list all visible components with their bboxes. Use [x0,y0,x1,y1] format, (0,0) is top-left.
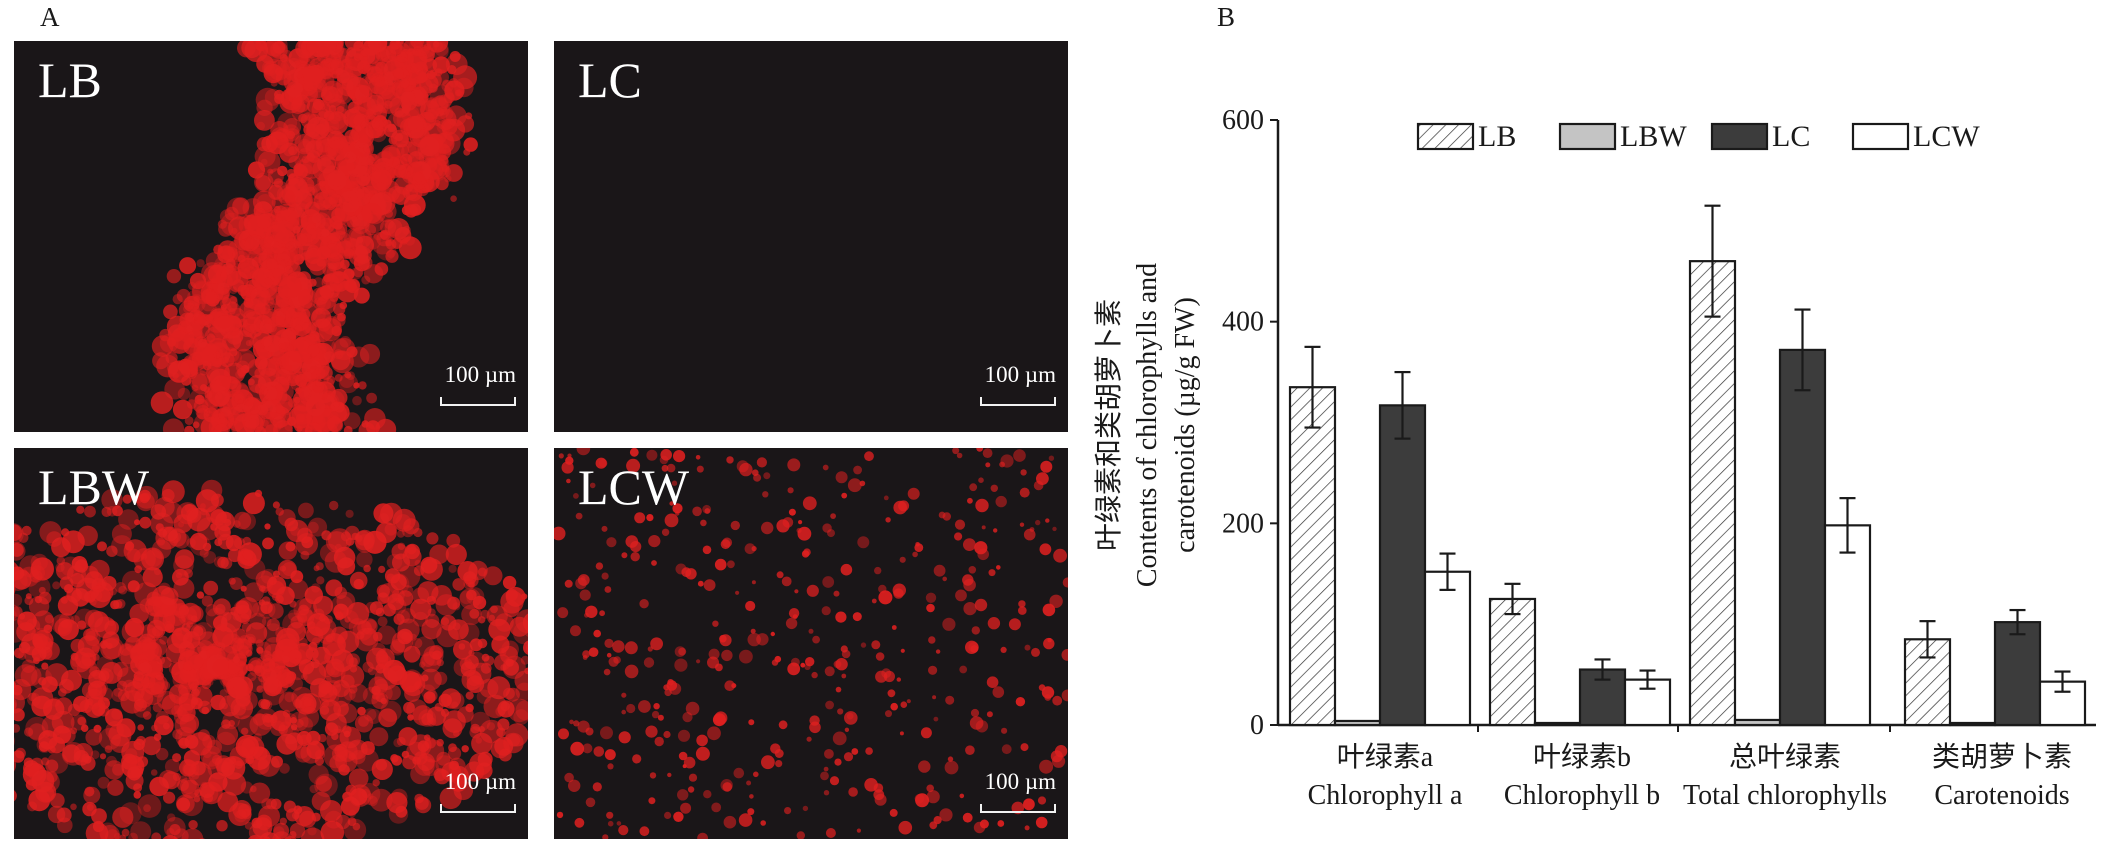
x-category-en-0: Chlorophyll a [1308,780,1463,811]
panel-a-label: A [40,2,60,32]
y-axis-title-cn: 叶绿素和类胡萝卜素 [1093,299,1125,551]
bar-lc-2 [1778,348,1827,727]
micrograph-lb-label: LB [38,52,102,108]
legend-swatch-lbw [1558,122,1617,151]
micrograph-lb-scale-text: 100 µm [444,362,516,387]
micrograph-lc-scale-text: 100 µm [984,362,1056,387]
legend-swatch-lc [1710,122,1769,151]
x-category-en-2: Total chlorophylls [1683,780,1887,811]
micrograph-lbw-scale-bar [440,802,516,813]
bar-chart: 0 200 400 600 叶绿素a Chlorophyll a 叶绿素b Chlorophy… [1093,105,2096,811]
legend-label-lc: LC [1772,120,1810,153]
x-category-cn-2: 总叶绿素 [1729,741,1841,773]
legend-swatch-lcw [1851,122,1910,151]
y-tick-label-1: 200 [1222,508,1264,539]
bar-lb-0 [1288,386,1337,727]
panel-b-label: B [1217,2,1236,32]
legend-label-lbw: LBW [1620,120,1687,153]
legend-label-lb: LB [1478,120,1516,153]
y-axis-title-en-1: Contents of chlorophylls and [1132,263,1163,587]
legend-label-lcw: LCW [1913,120,1980,153]
micrograph-lc-label: LC [578,52,642,108]
micrograph-lbw: LBW 100 µm [14,448,528,839]
micrograph-lb: LB 100 µm [14,41,528,432]
micrograph-lbw-scale-text: 100 µm [444,769,516,794]
x-category-en-3: Carotenoids [1934,780,2069,811]
bar-lbw-3 [1948,721,1997,727]
x-category-cn-0: 叶绿素a [1337,741,1434,773]
y-axis-title-en-2: carotenoids (µg/g FW) [1170,297,1201,553]
bar-lcw-0 [1423,570,1472,727]
y-tick-label-2: 400 [1222,307,1264,338]
bar-lcw-2 [1823,524,1872,727]
micrograph-lcw-label: LCW [578,459,690,515]
bar-lbw-1 [1533,721,1582,727]
y-tick-label-3: 600 [1222,105,1264,136]
micrograph-lcw-image [554,448,1068,839]
micrograph-lcw-scale-bar [980,802,1056,813]
bar-lbw-2 [1733,718,1782,727]
micrograph-lc-scale-bar [980,395,1056,406]
legend-swatch-lb [1416,122,1475,151]
x-category-cn-3: 类胡萝卜素 [1932,741,2072,773]
x-category-cn-1: 叶绿素b [1533,741,1631,773]
micrograph-lc: LC 100 µm [554,41,1068,432]
y-tick-label-0: 0 [1250,710,1264,741]
micrograph-lbw-label: LBW [38,459,150,515]
bar-lb-1 [1488,597,1537,727]
bar-lc-0 [1378,404,1427,727]
micrograph-lcw-scale-text: 100 µm [984,769,1056,794]
bar-lbw-0 [1333,719,1382,727]
micrograph-lb-scale-bar [440,395,516,406]
micrograph-lcw: LCW 100 µm [554,448,1068,839]
micrograph-lb-image [150,41,478,432]
x-category-en-1: Chlorophyll b [1504,780,1660,811]
bar-lb-2 [1688,260,1737,727]
bar-lc-3 [1993,621,2042,727]
micrograph-lbw-image [14,479,528,839]
